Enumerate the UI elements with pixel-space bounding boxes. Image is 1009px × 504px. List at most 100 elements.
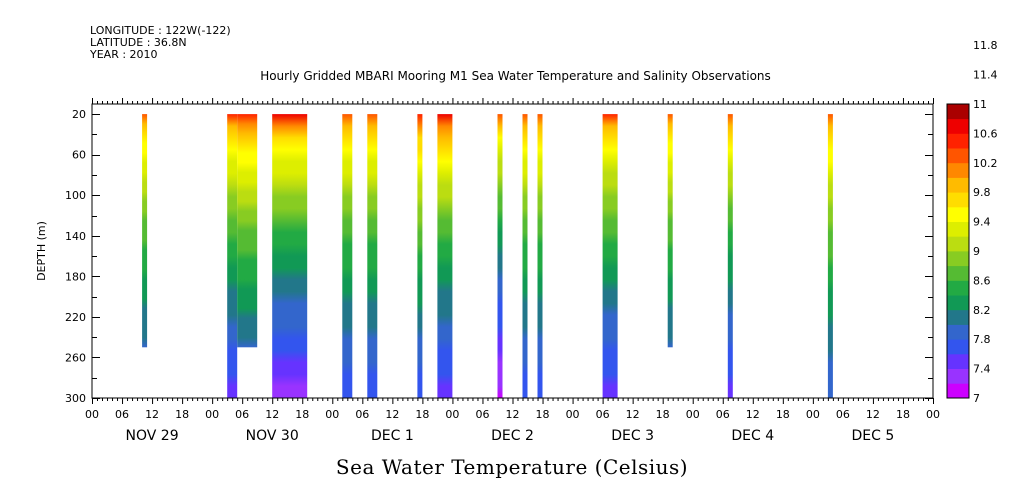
x-hour-tick-label: 00 — [445, 408, 459, 421]
x-hour-tick-label: 06 — [716, 408, 730, 421]
colorbar-cell — [947, 133, 969, 149]
colorbar: 7 7.4 7.8 8.2 8.6 9 9.4 9.8 10.2 10.6 11 11.4 11.8 — [946, 39, 998, 405]
x-hour-tick-label: 06 — [115, 408, 129, 421]
colorbar-frame — [946, 103, 970, 399]
colorbar-cell — [947, 177, 969, 193]
colorbar-cell — [947, 339, 969, 355]
colorbar-level-label: 9.4 — [973, 216, 991, 229]
x-hour-tick-label: 12 — [506, 408, 520, 421]
data-segment — [367, 114, 378, 398]
colorbar-cell — [947, 221, 969, 237]
colorbar-cell — [947, 118, 969, 134]
data-segment — [497, 114, 503, 398]
colorbar-level-label: 9 — [973, 245, 980, 258]
data-segment — [342, 114, 353, 398]
colorbar-cell — [947, 368, 969, 384]
longitude-label: LONGITUDE : 122W(-122) — [90, 24, 231, 37]
data-segment — [727, 114, 733, 398]
axis-ticks — [92, 98, 934, 404]
colorbar-cell — [947, 324, 969, 340]
x-hour-tick-label: 00 — [85, 408, 99, 421]
colorbar-level-label: 7.8 — [973, 333, 991, 346]
chart-title: Hourly Gridded MBARI Mooring M1 Sea Wate… — [260, 69, 771, 83]
x-hour-tick-label: 06 — [235, 408, 249, 421]
data-segment — [237, 114, 258, 348]
x-hour-tick-label: 06 — [355, 408, 369, 421]
data-segment — [522, 114, 528, 398]
colorbar-level-label: 7.4 — [973, 363, 991, 376]
colorbar-cell — [947, 295, 969, 311]
colorbar-level-label: 10.2 — [973, 157, 998, 170]
x-hour-tick-label: 00 — [325, 408, 339, 421]
colorbar-cell — [947, 265, 969, 281]
x-day-label: DEC 3 — [611, 428, 654, 444]
x-day-label: DEC 5 — [852, 428, 895, 444]
x-hour-tick-label: 06 — [596, 408, 610, 421]
y-tick-label: 180 — [65, 270, 86, 283]
colorbar-cell — [947, 236, 969, 252]
colorbar-level-label: 9.8 — [973, 186, 991, 199]
x-hour-tick-label: 12 — [746, 408, 760, 421]
data-segment — [272, 114, 308, 398]
x-hour-tick-label: 06 — [836, 408, 850, 421]
data-segment — [227, 114, 238, 398]
colorbar-level-label: 10.6 — [973, 127, 998, 140]
x-hour-tick-label: 12 — [866, 408, 880, 421]
x-hour-tick-label: 18 — [776, 408, 790, 421]
y-tick-label: 100 — [65, 189, 86, 202]
data-segment — [537, 114, 543, 398]
x-hour-tick-label: 12 — [145, 408, 159, 421]
x-hour-tick-label: 18 — [656, 408, 670, 421]
axis-labels: 00 06 12 18 00 06 12 18 00 06 12 18 00 06 12 18 00 06 12 18… — [35, 108, 940, 444]
x-hour-tick-label: 00 — [806, 408, 820, 421]
x-day-label: DEC 4 — [731, 428, 774, 444]
colorbar-cell — [947, 104, 969, 120]
x-day-label: DEC 1 — [371, 428, 414, 444]
data-segment — [417, 114, 423, 398]
colorbar-level-label: 11.8 — [973, 39, 998, 52]
colorbar-cell — [947, 280, 969, 296]
colorbar-cell — [947, 148, 969, 164]
y-axis-title: DEPTH (m) — [35, 221, 48, 281]
x-hour-tick-label: 12 — [385, 408, 399, 421]
year-label: YEAR : 2010 — [90, 48, 158, 61]
colorbar-cell — [947, 353, 969, 369]
x-day-label: NOV 30 — [246, 428, 299, 444]
colorbar-cell — [947, 192, 969, 208]
data-segments — [142, 114, 833, 398]
x-hour-tick-label: 18 — [295, 408, 309, 421]
data-segment — [142, 114, 148, 348]
latitude-label: LATITUDE : 36.8N — [90, 36, 187, 49]
x-day-label: DEC 2 — [491, 428, 534, 444]
x-hour-tick-label: 18 — [536, 408, 550, 421]
colorbar-level-label: 8.2 — [973, 304, 991, 317]
colorbar-cell — [947, 383, 969, 399]
data-segment — [437, 114, 453, 398]
x-hour-tick-label: 18 — [896, 408, 910, 421]
x-day-label: NOV 29 — [126, 428, 179, 444]
colorbar-cell — [947, 251, 969, 267]
data-segment — [827, 114, 833, 398]
x-hour-tick-label: 12 — [265, 408, 279, 421]
x-axis-title: Sea Water Temperature (Celsius) — [335, 455, 689, 479]
x-hour-tick-label: 00 — [566, 408, 580, 421]
x-hour-tick-label: 18 — [175, 408, 189, 421]
x-hour-tick-label: 00 — [205, 408, 219, 421]
x-hour-tick-label: 06 — [475, 408, 489, 421]
colorbar-level-label: 7 — [973, 392, 980, 405]
colorbar-cell — [947, 162, 969, 178]
colorbar-level-label: 11.4 — [973, 69, 998, 82]
x-hour-tick-label: 12 — [626, 408, 640, 421]
colorbar-level-label: 8.6 — [973, 274, 991, 287]
data-segment — [602, 114, 618, 398]
y-tick-label: 140 — [65, 230, 86, 243]
colorbar-level-label: 11 — [973, 98, 987, 111]
colorbar-cell — [947, 309, 969, 325]
data-segment — [667, 114, 673, 348]
x-hour-tick-label: 18 — [415, 408, 429, 421]
y-tick-label: 60 — [72, 149, 86, 162]
x-hour-tick-label: 00 — [686, 408, 700, 421]
colorbar-cell — [947, 206, 969, 222]
y-tick-label: 20 — [72, 108, 86, 121]
